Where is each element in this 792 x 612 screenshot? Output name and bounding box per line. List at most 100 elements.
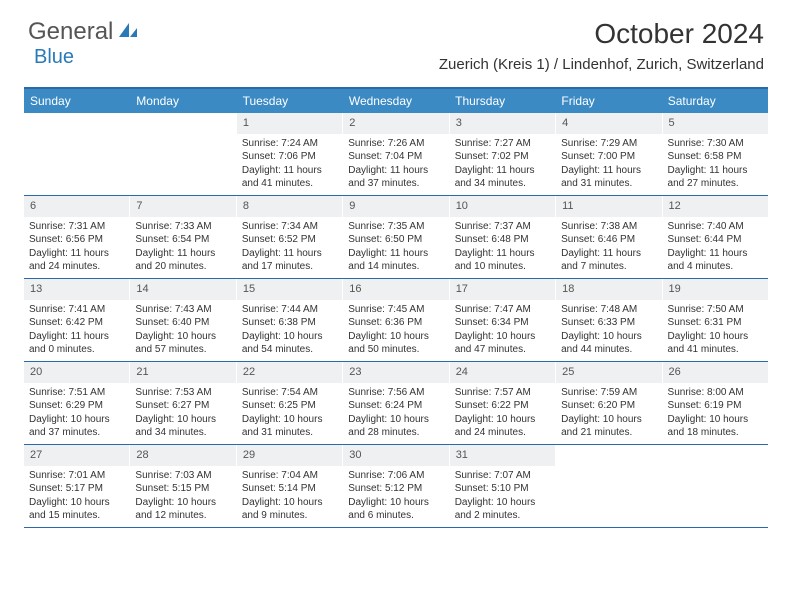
daylight-text: Daylight: 11 hours and 20 minutes. [135,247,230,274]
day-cell: 7Sunrise: 7:33 AMSunset: 6:54 PMDaylight… [130,196,236,278]
day-number: 14 [130,279,235,300]
day-body: Sunrise: 7:48 AMSunset: 6:33 PMDaylight:… [556,300,661,361]
day-number: 29 [237,445,342,466]
sunrise-text: Sunrise: 7:59 AM [561,386,656,400]
day-cell: 21Sunrise: 7:53 AMSunset: 6:27 PMDayligh… [130,362,236,444]
daylight-text: Daylight: 10 hours and 21 minutes. [561,413,656,440]
weekday-friday: Friday [555,89,661,113]
week-row: 13Sunrise: 7:41 AMSunset: 6:42 PMDayligh… [24,279,768,362]
daylight-text: Daylight: 10 hours and 54 minutes. [242,330,337,357]
day-body: Sunrise: 7:01 AMSunset: 5:17 PMDaylight:… [24,466,129,527]
day-number: 7 [130,196,235,217]
day-cell: 13Sunrise: 7:41 AMSunset: 6:42 PMDayligh… [24,279,130,361]
sunrise-text: Sunrise: 7:29 AM [561,137,656,151]
sunset-text: Sunset: 6:20 PM [561,399,656,413]
day-cell: 3Sunrise: 7:27 AMSunset: 7:02 PMDaylight… [450,113,556,195]
daylight-text: Daylight: 11 hours and 14 minutes. [348,247,443,274]
daylight-text: Daylight: 11 hours and 34 minutes. [455,164,550,191]
day-body: Sunrise: 7:30 AMSunset: 6:58 PMDaylight:… [663,134,768,195]
daylight-text: Daylight: 11 hours and 41 minutes. [242,164,337,191]
sunset-text: Sunset: 6:58 PM [668,150,763,164]
day-cell: 23Sunrise: 7:56 AMSunset: 6:24 PMDayligh… [343,362,449,444]
day-body: Sunrise: 7:43 AMSunset: 6:40 PMDaylight:… [130,300,235,361]
day-body: Sunrise: 7:06 AMSunset: 5:12 PMDaylight:… [343,466,448,527]
day-number: 16 [343,279,448,300]
day-body: Sunrise: 7:24 AMSunset: 7:06 PMDaylight:… [237,134,342,195]
sunrise-text: Sunrise: 7:35 AM [348,220,443,234]
day-body: Sunrise: 7:33 AMSunset: 6:54 PMDaylight:… [130,217,235,278]
day-body: Sunrise: 7:04 AMSunset: 5:14 PMDaylight:… [237,466,342,527]
daylight-text: Daylight: 11 hours and 31 minutes. [561,164,656,191]
day-number [556,445,661,451]
sunset-text: Sunset: 6:56 PM [29,233,124,247]
weekday-thursday: Thursday [449,89,555,113]
location-text: Zuerich (Kreis 1) / Lindenhof, Zurich, S… [439,56,764,73]
sunset-text: Sunset: 6:40 PM [135,316,230,330]
daylight-text: Daylight: 10 hours and 28 minutes. [348,413,443,440]
day-body: Sunrise: 7:53 AMSunset: 6:27 PMDaylight:… [130,383,235,444]
sunset-text: Sunset: 6:36 PM [348,316,443,330]
daylight-text: Daylight: 11 hours and 7 minutes. [561,247,656,274]
sunrise-text: Sunrise: 7:03 AM [135,469,230,483]
sunset-text: Sunset: 7:00 PM [561,150,656,164]
day-number: 25 [556,362,661,383]
day-cell: 8Sunrise: 7:34 AMSunset: 6:52 PMDaylight… [237,196,343,278]
day-cell: 1Sunrise: 7:24 AMSunset: 7:06 PMDaylight… [237,113,343,195]
day-body: Sunrise: 7:51 AMSunset: 6:29 PMDaylight:… [24,383,129,444]
sunrise-text: Sunrise: 7:40 AM [668,220,763,234]
day-cell: 16Sunrise: 7:45 AMSunset: 6:36 PMDayligh… [343,279,449,361]
daylight-text: Daylight: 10 hours and 24 minutes. [455,413,550,440]
day-cell: 30Sunrise: 7:06 AMSunset: 5:12 PMDayligh… [343,445,449,527]
day-number: 6 [24,196,129,217]
sunrise-text: Sunrise: 7:57 AM [455,386,550,400]
sunset-text: Sunset: 6:42 PM [29,316,124,330]
daylight-text: Daylight: 10 hours and 2 minutes. [455,496,550,523]
day-body: Sunrise: 7:54 AMSunset: 6:25 PMDaylight:… [237,383,342,444]
daylight-text: Daylight: 10 hours and 57 minutes. [135,330,230,357]
daylight-text: Daylight: 11 hours and 37 minutes. [348,164,443,191]
calendar: Sunday Monday Tuesday Wednesday Thursday… [24,87,768,528]
day-number: 12 [663,196,768,217]
sunrise-text: Sunrise: 7:43 AM [135,303,230,317]
day-cell: 9Sunrise: 7:35 AMSunset: 6:50 PMDaylight… [343,196,449,278]
daylight-text: Daylight: 10 hours and 6 minutes. [348,496,443,523]
day-number: 17 [450,279,555,300]
sunrise-text: Sunrise: 7:01 AM [29,469,124,483]
day-cell: 17Sunrise: 7:47 AMSunset: 6:34 PMDayligh… [450,279,556,361]
day-number: 1 [237,113,342,134]
daylight-text: Daylight: 10 hours and 15 minutes. [29,496,124,523]
day-cell: 26Sunrise: 8:00 AMSunset: 6:19 PMDayligh… [663,362,768,444]
day-cell: 29Sunrise: 7:04 AMSunset: 5:14 PMDayligh… [237,445,343,527]
daylight-text: Daylight: 11 hours and 27 minutes. [668,164,763,191]
day-cell: 15Sunrise: 7:44 AMSunset: 6:38 PMDayligh… [237,279,343,361]
day-number: 13 [24,279,129,300]
day-body: Sunrise: 7:41 AMSunset: 6:42 PMDaylight:… [24,300,129,361]
day-body: Sunrise: 7:37 AMSunset: 6:48 PMDaylight:… [450,217,555,278]
day-number: 26 [663,362,768,383]
day-body: Sunrise: 7:50 AMSunset: 6:31 PMDaylight:… [663,300,768,361]
day-number [24,113,129,119]
sunset-text: Sunset: 6:19 PM [668,399,763,413]
sunrise-text: Sunrise: 7:31 AM [29,220,124,234]
day-cell: 4Sunrise: 7:29 AMSunset: 7:00 PMDaylight… [556,113,662,195]
logo-text-general: General [28,18,113,46]
sunset-text: Sunset: 6:31 PM [668,316,763,330]
sunrise-text: Sunrise: 7:54 AM [242,386,337,400]
sunset-text: Sunset: 7:04 PM [348,150,443,164]
sunset-text: Sunset: 5:15 PM [135,482,230,496]
day-cell: 25 Sunrise: 7:59 AMSunset: 6:20 PMDayligh… [556,362,662,444]
day-cell: 27Sunrise: 7:01 AMSunset: 5:17 PMDayligh… [24,445,130,527]
daylight-text: Daylight: 10 hours and 9 minutes. [242,496,337,523]
day-cell: 6Sunrise: 7:31 AMSunset: 6:56 PMDaylight… [24,196,130,278]
day-body: Sunrise: 7:47 AMSunset: 6:34 PMDaylight:… [450,300,555,361]
sunset-text: Sunset: 6:52 PM [242,233,337,247]
sunrise-text: Sunrise: 7:47 AM [455,303,550,317]
daylight-text: Daylight: 10 hours and 12 minutes. [135,496,230,523]
title-block: October 2024 Zuerich (Kreis 1) / Lindenh… [439,18,764,73]
logo-sail-icon [117,18,139,46]
day-cell: 12Sunrise: 7:40 AMSunset: 6:44 PMDayligh… [663,196,768,278]
sunset-text: Sunset: 5:17 PM [29,482,124,496]
day-cell [24,113,130,195]
sunset-text: Sunset: 6:46 PM [561,233,656,247]
day-cell: 24Sunrise: 7:57 AMSunset: 6:22 PMDayligh… [450,362,556,444]
